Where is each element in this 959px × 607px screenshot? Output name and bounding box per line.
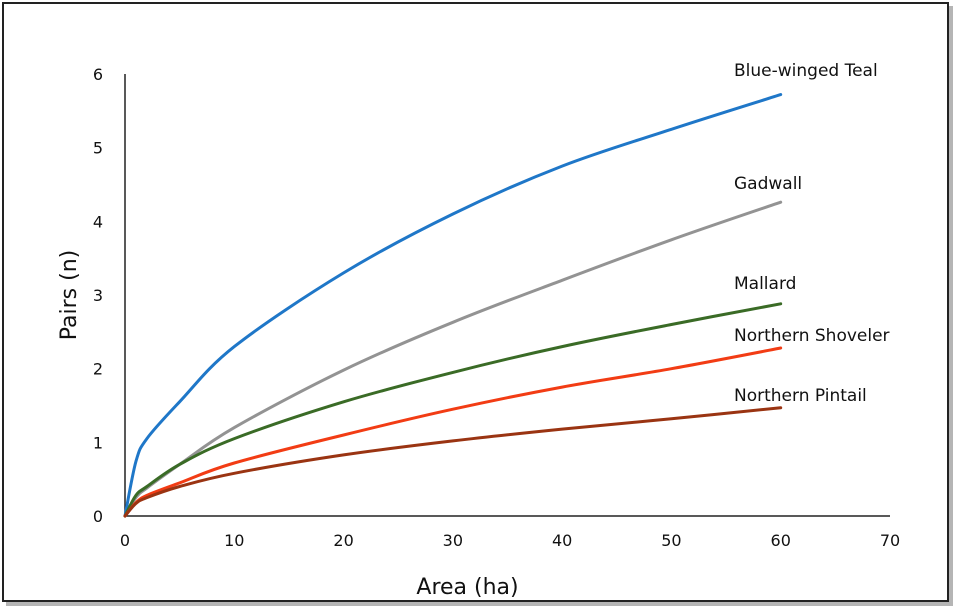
line-chart: 0 10 20 30 40 50 60 70 0 1 2 3 4 5 6 Blue-winged Teal G… <box>57 61 900 600</box>
y-tick-label: 5 <box>93 139 103 158</box>
x-tick-label: 50 <box>661 531 681 550</box>
series-labels: Blue-winged Teal Gadwall Mallard Northern S… <box>734 61 890 406</box>
series-label-northern-pintail: Northern Pintail <box>734 386 867 406</box>
y-tick-label: 2 <box>93 360 103 379</box>
x-tick-label: 0 <box>120 531 130 550</box>
chart-frame: 0 10 20 30 40 50 60 70 0 1 2 3 4 5 6 Blue-winged Teal G… <box>2 2 949 602</box>
y-tick-label: 1 <box>93 433 103 452</box>
y-axis-title: Pairs (n) <box>57 250 82 340</box>
series-label-gadwall: Gadwall <box>734 174 802 194</box>
x-tick-label: 70 <box>880 531 900 550</box>
y-tick-label: 4 <box>93 212 103 231</box>
series-line-northern-shoveler <box>123 346 783 518</box>
series-label-mallard: Mallard <box>734 274 796 294</box>
series-lines <box>123 93 783 518</box>
series-label-blue-winged-teal: Blue-winged Teal <box>734 61 878 81</box>
tick-labels: 0 10 20 30 40 50 60 70 0 1 2 3 4 5 6 <box>93 65 900 550</box>
series-line-mallard <box>123 302 783 518</box>
series-line-gadwall <box>123 200 783 518</box>
x-tick-label: 10 <box>224 531 244 550</box>
axes <box>124 74 890 517</box>
series-line-northern-pintail <box>123 406 783 518</box>
x-axis-title: Area (ha) <box>416 575 518 600</box>
x-tick-label: 20 <box>333 531 353 550</box>
y-tick-label: 0 <box>93 507 103 526</box>
series-label-northern-shoveler: Northern Shoveler <box>734 326 890 346</box>
x-tick-label: 40 <box>552 531 572 550</box>
series-line-blue-winged-teal <box>123 93 783 518</box>
y-tick-label: 6 <box>93 65 103 84</box>
x-tick-label: 30 <box>443 531 463 550</box>
x-tick-label: 60 <box>771 531 791 550</box>
y-tick-label: 3 <box>93 286 103 305</box>
